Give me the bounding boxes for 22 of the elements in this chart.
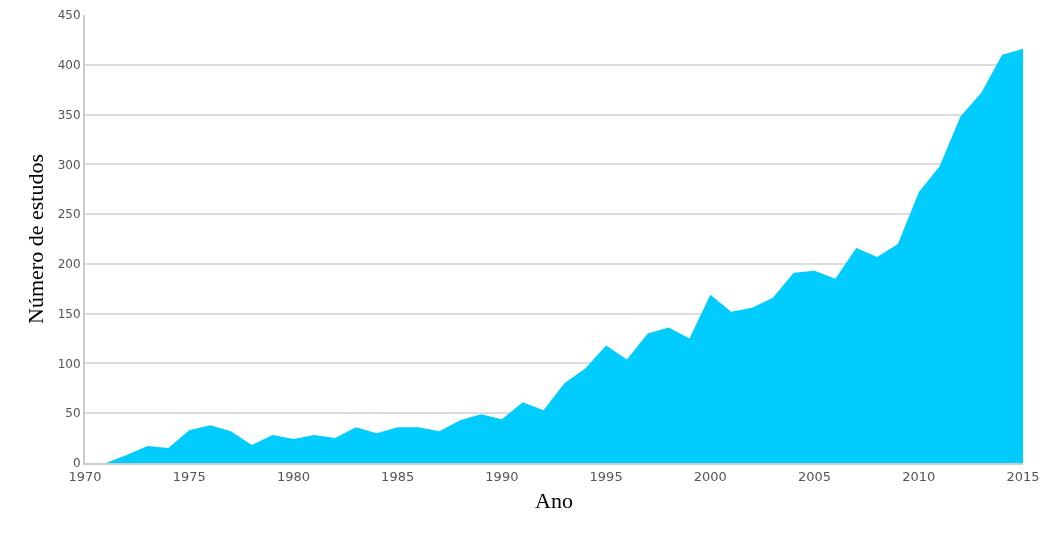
x-tick-label: 2005	[798, 468, 832, 484]
y-tick-label: 300	[57, 157, 81, 172]
x-tick-label: 2000	[693, 468, 727, 484]
y-tick-label: 350	[57, 107, 81, 122]
y-tick-label: 200	[57, 257, 81, 272]
y-tick-label: 400	[57, 57, 81, 72]
y-tick-label: 100	[57, 356, 81, 371]
y-tick-label: 450	[57, 8, 81, 23]
x-tick-label: 1970	[68, 468, 102, 484]
y-tick-label: 50	[65, 406, 81, 421]
x-axis-title: Ano	[535, 488, 573, 513]
y-axis-title: Número de estudos	[22, 154, 48, 324]
x-tick-label: 1980	[276, 468, 310, 484]
x-tick-label: 1990	[485, 468, 519, 484]
x-tick-label: 2010	[902, 468, 936, 484]
y-tick-label: 150	[57, 306, 81, 321]
x-tick-label: 2015	[1006, 468, 1040, 484]
x-tick-label: 1985	[381, 468, 415, 484]
y-tick-label: 0	[72, 456, 81, 471]
x-tick-label: 1975	[172, 468, 206, 484]
x-tick-label: 1995	[589, 468, 623, 484]
y-tick-label: 250	[57, 207, 81, 222]
